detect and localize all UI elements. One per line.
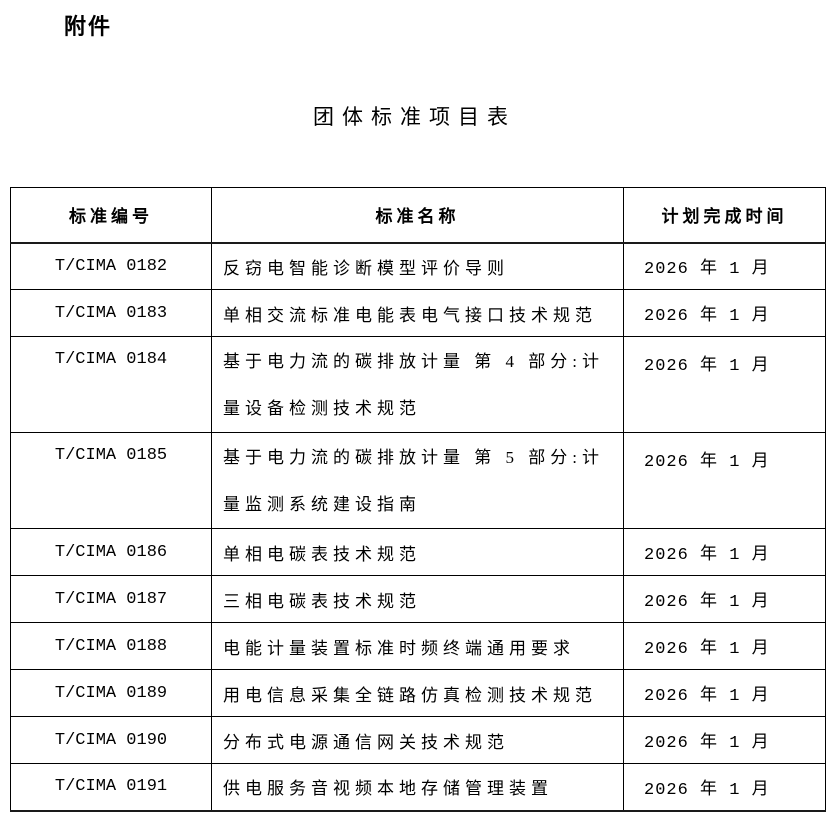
standard-name-cell: 供电服务音视频本地存储管理装置 xyxy=(211,763,624,812)
table-row: T/CIMA 0182 反窃电智能诊断模型评价导则 2026 年 1 月 xyxy=(10,242,826,290)
standard-name-cell: 电能计量装置标准时频终端通用要求 xyxy=(211,622,624,670)
standard-name-cell: 单相交流标准电能表电气接口技术规范 xyxy=(211,289,624,337)
table-row: T/CIMA 0187 三相电碳表技术规范 2026 年 1 月 xyxy=(10,575,826,623)
completion-date-cell: 2026 年 1 月 xyxy=(623,336,826,433)
table-row: T/CIMA 0190 分布式电源通信网关技术规范 2026 年 1 月 xyxy=(10,716,826,764)
standard-name-cell: 基于电力流的碳排放计量 第 5 部分:计 量监测系统建设指南 xyxy=(211,432,624,529)
completion-date-cell: 2026 年 1 月 xyxy=(623,622,826,670)
standard-code-cell: T/CIMA 0182 xyxy=(10,242,212,290)
header-row: 标准编号 标准名称 计划完成时间 xyxy=(10,187,826,244)
table-row: T/CIMA 0188 电能计量装置标准时频终端通用要求 2026 年 1 月 xyxy=(10,622,826,670)
table-header: 标准编号 标准名称 计划完成时间 xyxy=(10,187,826,244)
standard-code-cell: T/CIMA 0189 xyxy=(10,669,212,717)
standard-code-cell: T/CIMA 0185 xyxy=(10,432,212,529)
table-body: T/CIMA 0182 反窃电智能诊断模型评价导则 2026 年 1 月 T/CIMA… xyxy=(10,242,826,812)
column-header-completion-date: 计划完成时间 xyxy=(623,187,826,244)
standard-name-cell: 基于电力流的碳排放计量 第 4 部分:计 量设备检测技术规范 xyxy=(211,336,624,433)
page-title: 团体标准项目表 xyxy=(313,105,516,129)
attachment-label: 附件 xyxy=(64,14,113,39)
table-row: T/CIMA 0191 供电服务音视频本地存储管理装置 2026 年 1 月 xyxy=(10,763,826,812)
standards-table: 标准编号 标准名称 计划完成时间 T/CIMA 0182 反窃电智能诊断模型评价导… xyxy=(10,187,826,812)
standard-name-cell: 用电信息采集全链路仿真检测技术规范 xyxy=(211,669,624,717)
standard-name-cell: 单相电碳表技术规范 xyxy=(211,528,624,576)
standard-code-cell: T/CIMA 0183 xyxy=(10,289,212,337)
completion-date-cell: 2026 年 1 月 xyxy=(623,763,826,812)
completion-date-cell: 2026 年 1 月 xyxy=(623,242,826,290)
standard-code-cell: T/CIMA 0187 xyxy=(10,575,212,623)
standard-code-cell: T/CIMA 0184 xyxy=(10,336,212,433)
completion-date-cell: 2026 年 1 月 xyxy=(623,575,826,623)
standard-code-cell: T/CIMA 0191 xyxy=(10,763,212,812)
table-row: T/CIMA 0185 基于电力流的碳排放计量 第 5 部分:计 量监测系统建设指… xyxy=(10,432,826,529)
table-row: T/CIMA 0183 单相交流标准电能表电气接口技术规范 2026 年 1 月 xyxy=(10,289,826,337)
standard-name-cell: 三相电碳表技术规范 xyxy=(211,575,624,623)
standard-name-cell: 分布式电源通信网关技术规范 xyxy=(211,716,624,764)
standard-name-cell: 反窃电智能诊断模型评价导则 xyxy=(211,242,624,290)
table-row: T/CIMA 0189 用电信息采集全链路仿真检测技术规范 2026 年 1 月 xyxy=(10,669,826,717)
completion-date-cell: 2026 年 1 月 xyxy=(623,528,826,576)
completion-date-cell: 2026 年 1 月 xyxy=(623,716,826,764)
table-row: T/CIMA 0186 单相电碳表技术规范 2026 年 1 月 xyxy=(10,528,826,576)
column-header-standard-code: 标准编号 xyxy=(10,187,212,244)
standard-code-cell: T/CIMA 0190 xyxy=(10,716,212,764)
table-row: T/CIMA 0184 基于电力流的碳排放计量 第 4 部分:计 量设备检测技术规… xyxy=(10,336,826,433)
completion-date-cell: 2026 年 1 月 xyxy=(623,669,826,717)
completion-date-cell: 2026 年 1 月 xyxy=(623,289,826,337)
standard-code-cell: T/CIMA 0186 xyxy=(10,528,212,576)
completion-date-cell: 2026 年 1 月 xyxy=(623,432,826,529)
standard-code-cell: T/CIMA 0188 xyxy=(10,622,212,670)
column-header-standard-name: 标准名称 xyxy=(211,187,624,244)
